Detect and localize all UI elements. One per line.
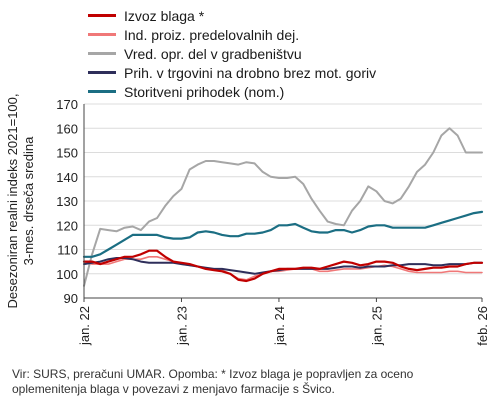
y-tick-label: 170 <box>56 97 78 112</box>
y-tick-label: 130 <box>56 194 78 209</box>
x-tick-label: jan. 22 <box>77 306 92 346</box>
series-line <box>82 210 484 258</box>
legend-swatch <box>88 52 116 55</box>
y-tick-label: 160 <box>56 121 78 136</box>
x-tick-label: jan. 24 <box>272 306 287 346</box>
series-lines <box>82 127 484 287</box>
legend-swatch <box>88 33 116 36</box>
series-line <box>83 255 483 281</box>
y-tick-label: 120 <box>56 218 78 233</box>
legend-item: Storitveni prihodek (nom.) <box>88 82 376 101</box>
legend-label: Izvoz blaga * <box>124 7 205 24</box>
legend-label: Vred. opr. del v gradbeništvu <box>124 45 302 62</box>
x-tick-label: jan. 25 <box>369 306 384 346</box>
y-tick-label: 90 <box>64 291 78 306</box>
legend-item: Prih. v trgovini na drobno brez mot. gor… <box>88 63 376 82</box>
series-line <box>82 249 484 283</box>
y-tick-label: 100 <box>56 267 78 282</box>
y-tick-labels: 90 100 110 120 130 140 150 160 170 <box>56 97 78 306</box>
x-tick-labels: jan. 22 jan. 23 jan. 24 jan. 25 feb. 26 <box>77 306 490 346</box>
y-tick-label: 110 <box>57 243 78 258</box>
y-axis-label-line: Desezoniran realni indeks 2021=100, <box>5 93 20 308</box>
series-line <box>83 127 483 287</box>
x-tick-label: jan. 23 <box>174 306 189 346</box>
axes <box>83 104 483 302</box>
legend-swatch <box>88 14 116 17</box>
legend-item: Izvoz blaga * <box>88 6 376 25</box>
legend-label: Ind. proiz. predelovalnih dej. <box>124 26 300 43</box>
y-axis-label-line: 3-mes. drseča sredina <box>21 136 36 265</box>
legend-item: Ind. proiz. predelovalnih dej. <box>88 25 376 44</box>
x-tick-label: feb. 26 <box>475 306 490 346</box>
legend-label: Prih. v trgovini na drobno brez mot. gor… <box>124 64 377 81</box>
y-axis-label: Desezoniran realni indeks 2021=100, 3-mes… <box>5 93 36 308</box>
y-tick-label: 140 <box>56 170 78 185</box>
grid-lines <box>84 103 482 275</box>
y-tick-label: 150 <box>56 146 78 161</box>
legend-item: Vred. opr. del v gradbeništvu <box>88 44 376 63</box>
legend-label: Storitveni prihodek (nom.) <box>124 83 285 100</box>
chart-legend: Izvoz blaga * Ind. proiz. predelovalnih d… <box>88 6 376 101</box>
legend-swatch <box>88 90 116 93</box>
legend-swatch <box>88 71 116 74</box>
source-note: Vir: SURS, preračuni UMAR. Opomba: * Izv… <box>12 367 414 396</box>
